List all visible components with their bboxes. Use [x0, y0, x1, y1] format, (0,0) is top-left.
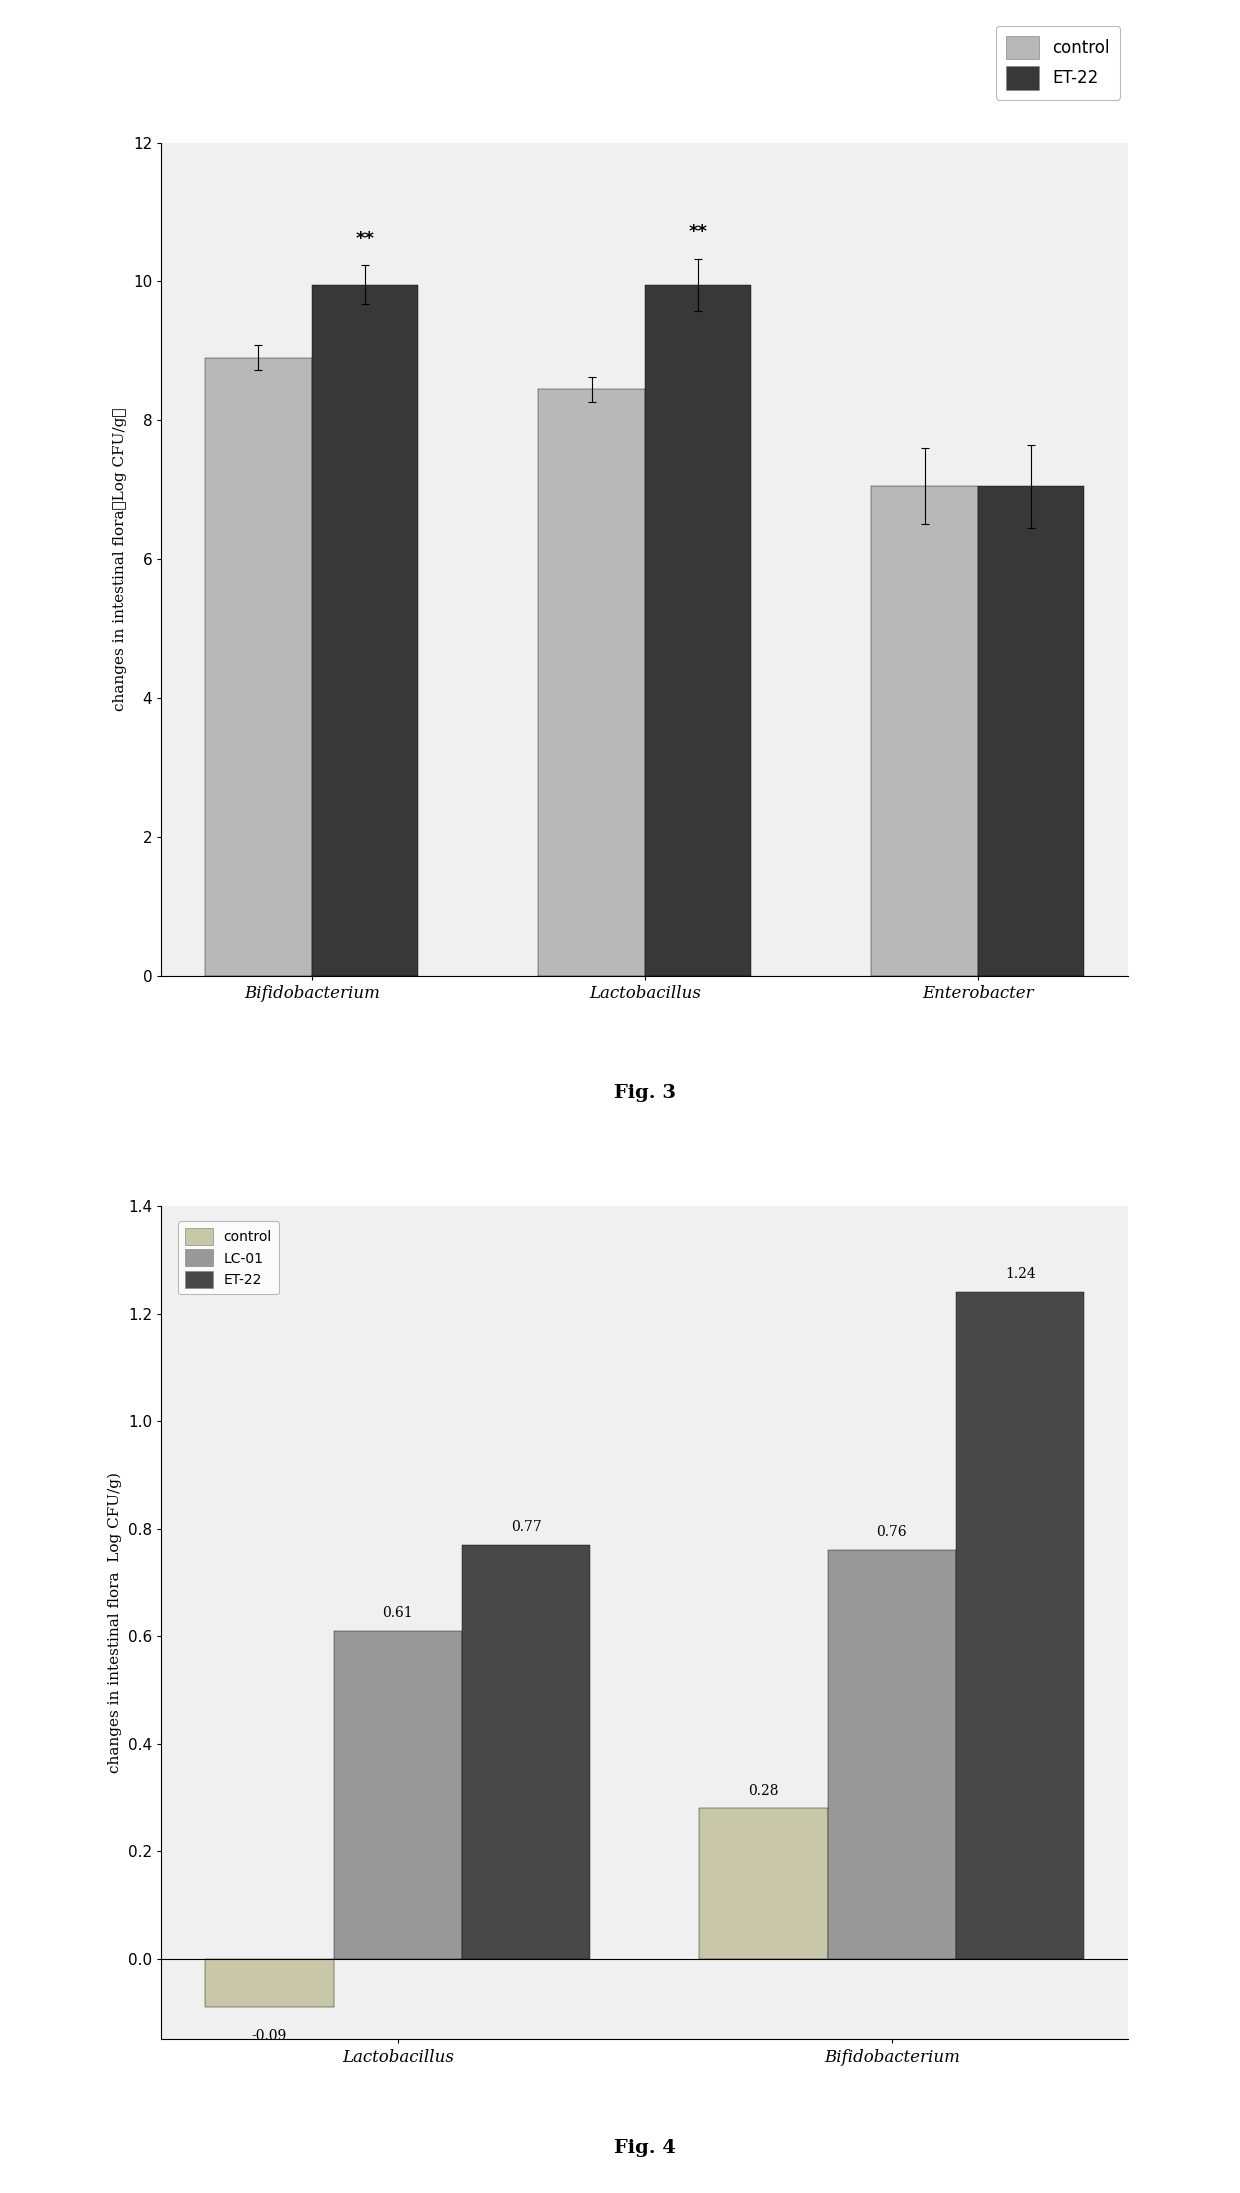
Bar — [205, 1958, 334, 2007]
Text: 0.61: 0.61 — [382, 1605, 413, 1621]
Y-axis label: changes in intestinal flora  Log CFU/g): changes in intestinal flora Log CFU/g) — [108, 1472, 123, 1774]
Legend: control, LC-01, ET-22: control, LC-01, ET-22 — [177, 1222, 279, 1294]
Text: 0.28: 0.28 — [748, 1783, 779, 1798]
Text: **: ** — [356, 230, 374, 248]
Text: Fig. 4: Fig. 4 — [614, 2140, 676, 2158]
Bar — [827, 1550, 956, 1958]
Text: 1.24: 1.24 — [1004, 1268, 1035, 1281]
Text: -0.09: -0.09 — [252, 2029, 286, 2042]
Text: 0.77: 0.77 — [511, 1520, 542, 1535]
Text: Fig. 3: Fig. 3 — [614, 1083, 676, 1103]
Text: **: ** — [688, 224, 708, 241]
Bar — [311, 285, 418, 976]
Bar — [645, 285, 751, 976]
Bar — [956, 1292, 1085, 1958]
Bar — [872, 487, 978, 976]
Bar — [538, 388, 645, 976]
Legend: control, ET-22: control, ET-22 — [996, 26, 1120, 99]
Bar — [463, 1544, 590, 1958]
Bar — [978, 487, 1085, 976]
Bar — [699, 1809, 827, 1958]
Bar — [334, 1632, 463, 1958]
Y-axis label: changes in intestinal flora（Log CFU/g）: changes in intestinal flora（Log CFU/g） — [113, 408, 128, 711]
Text: 0.76: 0.76 — [877, 1526, 908, 1539]
Bar — [205, 357, 311, 976]
